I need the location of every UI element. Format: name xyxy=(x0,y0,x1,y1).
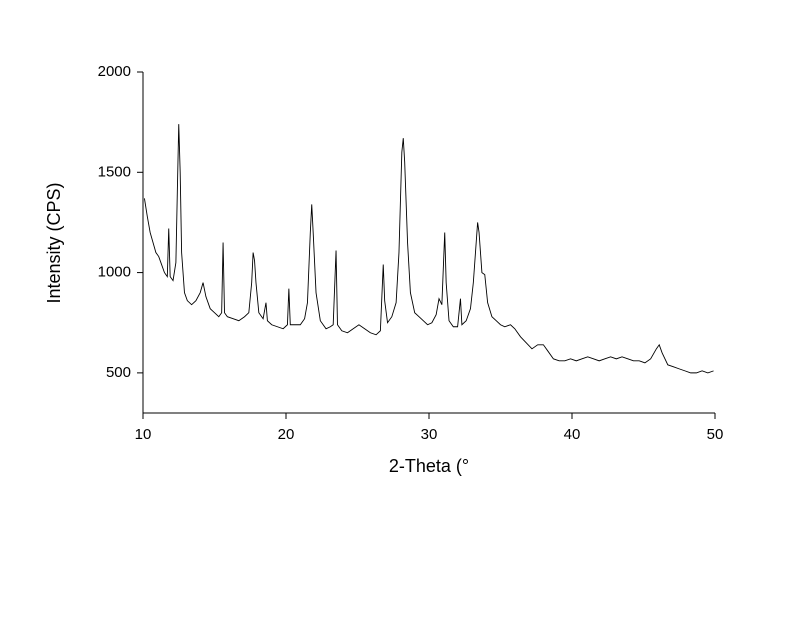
x-tick-label: 30 xyxy=(421,426,438,443)
y-axis-label: Intensity (CPS) xyxy=(44,182,64,303)
x-tick-label: 50 xyxy=(707,426,724,443)
y-tick-label: 1000 xyxy=(98,264,131,281)
x-axis-label: 2-Theta (° xyxy=(389,456,469,476)
data-line xyxy=(143,124,714,374)
y-tick-label: 500 xyxy=(106,364,131,381)
y-tick-label: 1500 xyxy=(98,163,131,180)
x-tick-label: 40 xyxy=(564,426,581,443)
y-tick-label: 2000 xyxy=(98,63,131,80)
x-tick-label: 10 xyxy=(135,426,152,443)
x-tick-label: 20 xyxy=(278,426,295,443)
